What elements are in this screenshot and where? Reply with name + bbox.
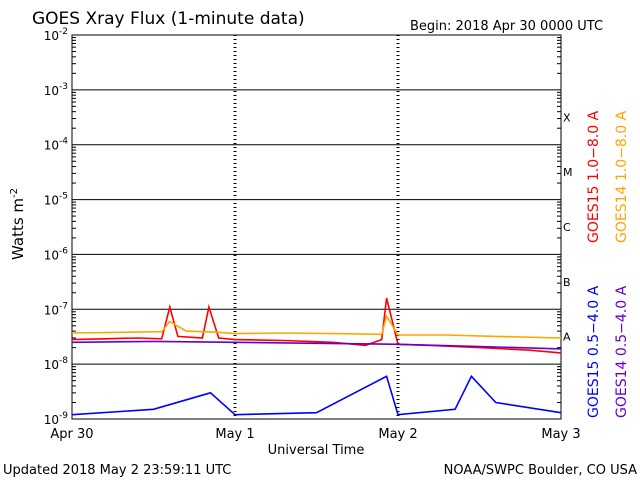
y-tick-label: 10-4: [44, 137, 69, 153]
data-series: [71, 297, 562, 416]
legend-entry: GOES14 1.0−8.0 A: [614, 110, 630, 243]
flare-class-label: X: [563, 111, 571, 124]
legend-entry: GOES15 0.5−4.0 A: [586, 285, 602, 418]
updated-timestamp: Updated 2018 May 2 23:59:11 UTC: [3, 463, 231, 478]
series-line: [71, 374, 562, 416]
plot-area: [71, 34, 562, 420]
y-tick-label: 10-7: [44, 301, 68, 317]
y-tick-label: 10-6: [44, 246, 69, 262]
legend-entry: GOES15 1.0−8.0 A: [586, 110, 602, 243]
series-line: [71, 314, 562, 339]
x-tick-label: Apr 30: [50, 427, 93, 442]
legend: GOES15 1.0−8.0 A GOES14 1.0−8.0 A GOES15 0…: [586, 110, 630, 418]
y-tick-label: 10-3: [44, 82, 68, 98]
chart-title: GOES Xray Flux (1-minute data): [32, 9, 305, 29]
flare-class-label: B: [563, 276, 571, 289]
begin-label: Begin: 2018 Apr 30 0000 UTC: [410, 19, 603, 34]
y-tick-label: 10-9: [44, 411, 69, 427]
grid-lines: [72, 35, 561, 419]
y-tick-label: 10-5: [44, 192, 68, 208]
y-axis-label: Watts m-2: [9, 188, 27, 260]
x-axis-label: Universal Time: [268, 443, 365, 458]
x-tick-label: May 1: [215, 427, 254, 442]
x-tick-label: May 3: [541, 427, 580, 442]
credit-label: NOAA/SWPC Boulder, CO USA: [444, 463, 637, 478]
flare-class-label: C: [563, 221, 571, 234]
series-line: [71, 297, 562, 354]
y-tick-label: 10-2: [44, 27, 68, 43]
flare-class-label: M: [563, 166, 573, 179]
flare-class-labels: A B C M X: [563, 111, 573, 343]
legend-entry: GOES14 0.5−4.0 A: [614, 285, 630, 418]
flare-class-label: A: [563, 331, 571, 344]
y-tick-label: 10-8: [44, 356, 69, 372]
series-line: [71, 340, 562, 350]
x-axis-ticks: Apr 30 May 1 May 2 May 3: [50, 427, 580, 442]
y-axis-ticks: 10-9 10-8 10-7 10-6 10-5 10-4 10-3 10-2: [44, 27, 561, 427]
x-tick-label: May 2: [378, 427, 417, 442]
